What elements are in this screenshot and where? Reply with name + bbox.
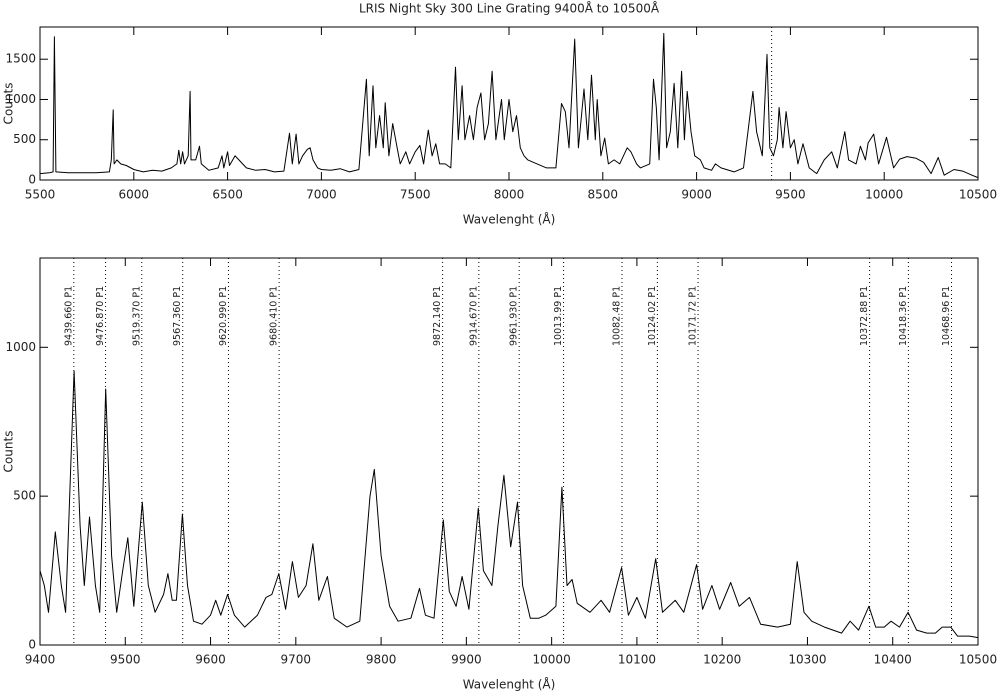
x-tick-label: 8500	[588, 188, 619, 202]
x-tick-label: 9000	[681, 188, 712, 202]
y-tick-label: 500	[13, 132, 36, 146]
x-tick-label: 9500	[775, 188, 806, 202]
x-tick-label: 10200	[703, 653, 741, 667]
x-tick-label: 5500	[25, 188, 56, 202]
chart-title: LRIS Night Sky 300 Line Grating 9400Å to…	[359, 1, 660, 16]
line-annotation: 9961.930 P1	[509, 286, 520, 346]
line-annotation: 10082.48 P1	[611, 286, 622, 346]
y-tick-label: 0	[28, 638, 36, 652]
x-tick-label: 7500	[400, 188, 431, 202]
x-tick-label: 10000	[533, 653, 571, 667]
x-tick-label: 6500	[212, 188, 243, 202]
x-tick-label: 9500	[110, 653, 141, 667]
x-tick-label: 9900	[451, 653, 482, 667]
x-tick-label: 10500	[959, 188, 997, 202]
spectrum-line	[39, 32, 979, 179]
line-annotation: 9439.660 P1	[63, 286, 74, 346]
line-annotation: 10124.02 P1	[647, 286, 658, 346]
line-annotation: 9914.670 P1	[468, 286, 479, 346]
line-annotation: 10418.36 P1	[898, 286, 909, 346]
y-axis-label: Counts	[2, 431, 16, 473]
x-tick-label: 9400	[25, 653, 56, 667]
y-tick-label: 500	[13, 489, 36, 503]
x-tick-label: 10400	[874, 653, 912, 667]
line-annotation: 9872.140 P1	[432, 286, 443, 346]
y-tick-label: 1500	[5, 52, 36, 66]
line-annotation: 9519.370 P1	[131, 286, 142, 346]
line-annotation: 9680.410 P1	[269, 286, 280, 346]
spectrum-line	[39, 370, 979, 639]
x-tick-label: 9800	[366, 653, 397, 667]
line-annotation: 10372.88 P1	[859, 286, 870, 346]
line-annotation: 10171.72 P1	[688, 286, 699, 346]
x-tick-label: 9700	[281, 653, 312, 667]
line-annotation: 9620.990 P1	[218, 286, 229, 346]
line-annotation: 9476.870 P1	[95, 286, 106, 346]
x-tick-label: 6000	[119, 188, 150, 202]
plot-frame	[39, 257, 979, 646]
y-tick-label: 0	[28, 173, 36, 187]
x-tick-label: 8000	[494, 188, 525, 202]
line-annotation: 10013.99 P1	[553, 286, 564, 346]
x-tick-label: 7000	[306, 188, 337, 202]
x-tick-label: 10000	[865, 188, 903, 202]
x-tick-label: 10500	[959, 653, 997, 667]
x-axis-label: Wavelenght (Å)	[463, 677, 556, 692]
x-axis-label: Wavelenght (Å)	[463, 212, 556, 227]
y-tick-label: 1000	[5, 92, 36, 106]
y-axis-label: Counts	[2, 83, 16, 125]
x-tick-label: 10100	[618, 653, 656, 667]
x-tick-label: 10300	[788, 653, 826, 667]
line-annotation: 10468.96 P1	[941, 286, 952, 346]
x-tick-label: 9600	[195, 653, 226, 667]
y-tick-label: 1000	[5, 340, 36, 354]
line-annotation: 9567.360 P1	[172, 286, 183, 346]
